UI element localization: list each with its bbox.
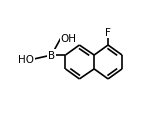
Text: F: F [105,28,111,38]
Text: B: B [48,51,55,60]
Text: OH: OH [61,34,77,44]
Text: HO: HO [19,54,34,64]
